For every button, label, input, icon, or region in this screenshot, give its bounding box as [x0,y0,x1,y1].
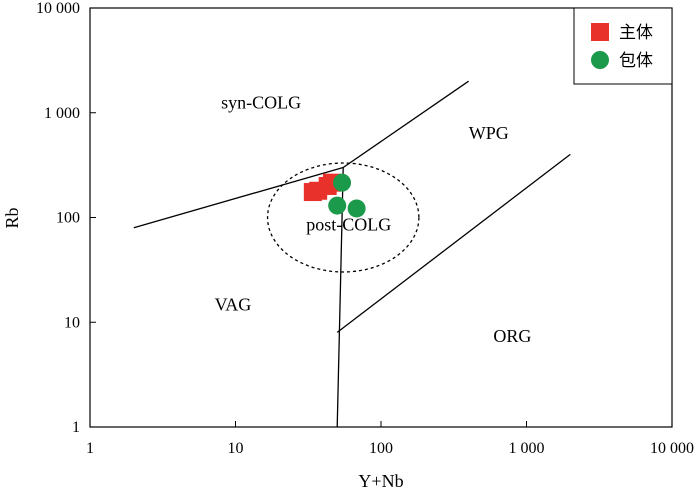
vag-syn-boundary [133,166,344,229]
region-label: syn-COLG [221,92,301,112]
axis-ticks: 1 10 100 1 000 10 000 1 10 100 1 000 10 000 [36,0,694,457]
region-labels: syn-COLG WPG post-COLG VAG ORG [215,92,532,345]
y-tick-label: 100 [56,210,80,227]
post-colg-field [266,162,420,273]
post-colg-circle [266,162,420,273]
data-point-circle [347,199,366,218]
data-point-circle [333,173,352,192]
y-tick-label: 1 [72,419,80,436]
x-tick-label: 1 [86,440,94,457]
x-axis-title: Y+Nb [358,471,403,491]
y-tick-label: 1 000 [44,105,80,122]
x-tick-label: 100 [369,440,393,457]
legend-label-series-1: 主体 [619,23,653,43]
legend-box [573,7,673,85]
legend-label-series-2: 包体 [619,51,653,71]
x-tick-label: 10 000 [650,440,694,457]
region-label: VAG [215,294,252,314]
wpg-org-boundary [336,153,571,333]
data-point-circle [328,196,347,215]
legend-marker-square [591,23,609,41]
region-label: ORG [493,326,531,346]
y-tick-label: 10 000 [36,0,80,17]
region-label: post-COLG [306,215,391,235]
data-points [303,173,366,218]
y-tick-label: 10 [64,314,80,331]
syn-wpg-boundary [342,80,469,169]
x-tick-label: 1 000 [509,440,545,457]
region-label: WPG [469,123,509,143]
x-tick-label: 10 [228,440,244,457]
legend-marker-circle [591,51,609,69]
legend: 主体 包体 [573,7,673,85]
y-axis-title: Rb [2,207,22,228]
